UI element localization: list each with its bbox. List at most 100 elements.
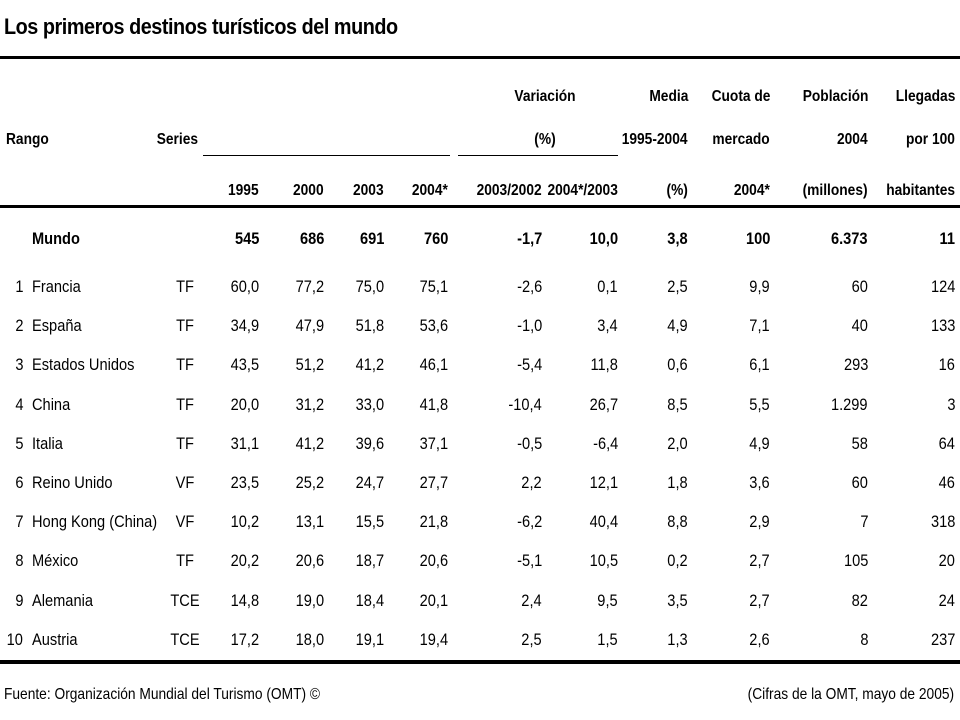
header-llegadas-unit: habitantes: [886, 182, 955, 199]
rank-number: 2: [14, 316, 23, 335]
cell-2000: 19,0: [295, 591, 324, 610]
series-code: TCE: [170, 630, 200, 649]
country-name: Estados Unidos: [32, 355, 135, 374]
cell-var-2004-2003: 26,7: [589, 395, 618, 414]
cell-cuota: 100: [745, 229, 770, 248]
cell-media: 8,8: [667, 512, 688, 531]
header-cuota: Cuota de: [711, 88, 770, 105]
cell-var-2004-2003: 10,0: [589, 229, 618, 248]
cell-2000: 686: [299, 229, 324, 248]
cell-2000: 31,2: [295, 395, 324, 414]
country-name: Mundo: [32, 229, 80, 248]
header-series: Series: [156, 131, 198, 148]
cell-var-2004-2003: 1,5: [597, 630, 618, 649]
cell-llegadas: 24: [938, 591, 955, 610]
cell-llegadas: 16: [938, 355, 955, 374]
cell-var-2003-2002: -2,6: [516, 277, 542, 296]
cell-1995: 23,5: [230, 473, 259, 492]
header-poblacion: Población: [802, 88, 868, 105]
rank-number: 1: [14, 277, 23, 296]
series-code: TF: [176, 316, 194, 335]
cell-media: 1,8: [667, 473, 688, 492]
bottom-rule: [0, 660, 960, 664]
cell-llegadas: 124: [930, 277, 955, 296]
cell-2000: 47,9: [295, 316, 324, 335]
series-code: TF: [176, 355, 194, 374]
cell-poblacion: 6.373: [831, 229, 868, 248]
cell-1995: 20,2: [230, 551, 259, 570]
cell-cuota: 2,6: [749, 630, 770, 649]
cell-cuota: 5,5: [749, 395, 770, 414]
cell-poblacion: 8: [859, 630, 868, 649]
cell-1995: 43,5: [230, 355, 259, 374]
cell-var-2003-2002: -0,5: [516, 434, 542, 453]
cell-2004: 20,1: [419, 591, 448, 610]
country-name: Italia: [32, 434, 63, 453]
cell-2004: 41,8: [419, 395, 448, 414]
cell-media: 2,5: [667, 277, 688, 296]
cell-poblacion: 60: [851, 473, 868, 492]
series-code: TF: [176, 551, 194, 570]
cell-var-2004-2003: 10,5: [589, 551, 618, 570]
cell-var-2003-2002: 2,2: [521, 473, 542, 492]
cell-var-2003-2002: -5,1: [516, 551, 542, 570]
header-variacion: Variación: [514, 88, 576, 105]
cell-2000: 18,0: [295, 630, 324, 649]
header-llegadas-per: por 100: [906, 131, 955, 148]
cell-1995: 20,0: [230, 395, 259, 414]
cell-media: 2,0: [667, 434, 688, 453]
cell-poblacion: 1.299: [831, 395, 868, 414]
series-code: VF: [175, 512, 195, 531]
cell-2004: 27,7: [419, 473, 448, 492]
cell-2003: 15,5: [355, 512, 384, 531]
cell-media: 1,3: [667, 630, 688, 649]
cell-2004: 37,1: [419, 434, 448, 453]
cell-2000: 20,6: [295, 551, 324, 570]
cell-llegadas: 64: [938, 434, 955, 453]
cell-cuota: 3,6: [749, 473, 770, 492]
cell-var-2004-2003: 3,4: [597, 316, 618, 335]
cell-var-2003-2002: -6,2: [516, 512, 542, 531]
cell-media: 3,5: [667, 591, 688, 610]
country-name: Reino Unido: [32, 473, 113, 492]
cell-2000: 51,2: [295, 355, 324, 374]
header-years-underline: [203, 155, 450, 156]
cell-2000: 41,2: [295, 434, 324, 453]
header-2000: 2000: [293, 182, 324, 199]
cell-var-2004-2003: 0,1: [597, 277, 618, 296]
cell-media: 0,6: [667, 355, 688, 374]
cell-cuota: 7,1: [749, 316, 770, 335]
header-rule: [0, 205, 960, 208]
cell-cuota: 2,7: [749, 551, 770, 570]
cell-poblacion: 58: [851, 434, 868, 453]
cell-2003: 33,0: [355, 395, 384, 414]
cell-poblacion: 40: [851, 316, 868, 335]
header-var-2003-2002: 2003/2002: [476, 182, 542, 199]
rank-number: 10: [6, 630, 23, 649]
cell-2003: 39,6: [355, 434, 384, 453]
cell-var-2004-2003: 9,5: [597, 591, 618, 610]
rank-number: 5: [14, 434, 23, 453]
cell-2003: 691: [359, 229, 384, 248]
cell-var-2003-2002: -1,0: [516, 316, 542, 335]
cell-1995: 34,9: [230, 316, 259, 335]
date-note: (Cifras de la OMT, mayo de 2005): [747, 686, 954, 703]
cell-media: 4,9: [667, 316, 688, 335]
cell-poblacion: 82: [851, 591, 868, 610]
page-title: Los primeros destinos turísticos del mun…: [4, 14, 398, 39]
country-name: España: [32, 316, 82, 335]
cell-var-2004-2003: 40,4: [589, 512, 618, 531]
cell-var-2004-2003: 12,1: [589, 473, 618, 492]
header-media-unit: (%): [666, 182, 688, 199]
header-cuota-mercado: mercado: [712, 131, 770, 148]
header-1995: 1995: [228, 182, 259, 199]
cell-2004: 19,4: [419, 630, 448, 649]
cell-1995: 545: [234, 229, 259, 248]
rank-number: 7: [14, 512, 23, 531]
cell-poblacion: 105: [843, 551, 868, 570]
cell-var-2004-2003: -6,4: [592, 434, 618, 453]
cell-llegadas: 20: [938, 551, 955, 570]
cell-1995: 17,2: [230, 630, 259, 649]
cell-poblacion: 293: [843, 355, 868, 374]
cell-llegadas: 133: [930, 316, 955, 335]
